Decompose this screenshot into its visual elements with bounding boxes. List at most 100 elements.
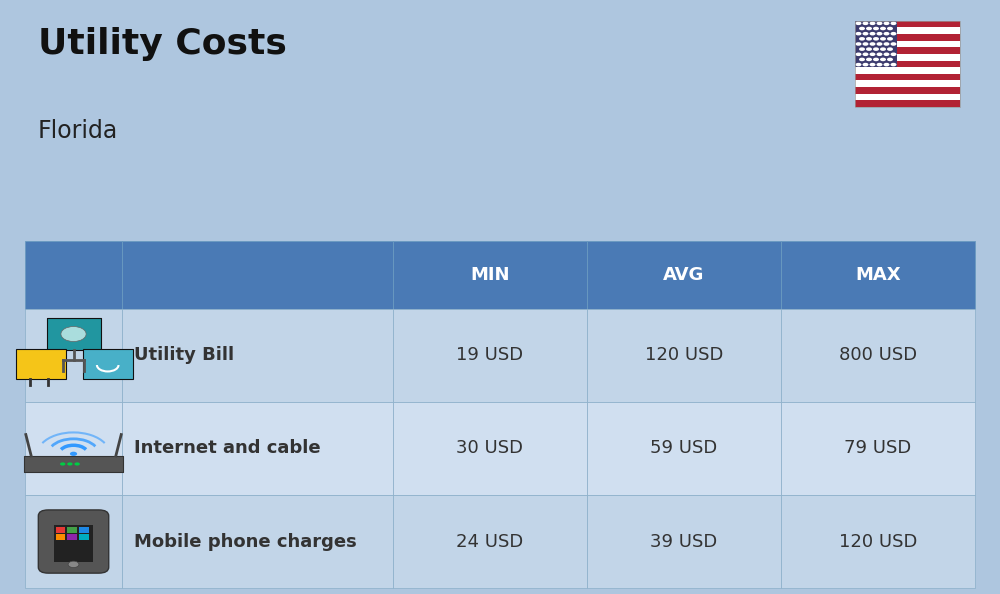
Circle shape xyxy=(70,451,77,456)
Bar xyxy=(56,533,65,539)
Circle shape xyxy=(884,63,890,67)
Circle shape xyxy=(873,58,879,61)
Circle shape xyxy=(880,27,886,30)
Bar xyxy=(83,349,133,379)
Circle shape xyxy=(859,37,865,40)
Circle shape xyxy=(855,63,861,67)
Text: MIN: MIN xyxy=(470,266,510,284)
Circle shape xyxy=(869,63,876,67)
Circle shape xyxy=(855,21,861,25)
Bar xyxy=(781,402,975,495)
Circle shape xyxy=(891,63,896,67)
Circle shape xyxy=(876,63,883,67)
Bar xyxy=(56,527,65,533)
Circle shape xyxy=(880,48,886,51)
Circle shape xyxy=(884,21,890,25)
Circle shape xyxy=(859,27,865,30)
Circle shape xyxy=(866,48,872,51)
Circle shape xyxy=(869,42,876,46)
Bar xyxy=(855,87,960,94)
Bar xyxy=(855,21,897,67)
Circle shape xyxy=(891,52,896,56)
Circle shape xyxy=(855,42,861,46)
Circle shape xyxy=(891,42,896,46)
Circle shape xyxy=(862,52,868,56)
Circle shape xyxy=(862,42,868,46)
Text: MAX: MAX xyxy=(855,266,901,284)
Bar xyxy=(25,309,122,402)
Text: Mobile phone charges: Mobile phone charges xyxy=(134,533,357,551)
Bar xyxy=(781,309,975,402)
Bar xyxy=(855,21,960,107)
Bar xyxy=(122,309,393,402)
Text: Utility Costs: Utility Costs xyxy=(38,27,287,61)
Circle shape xyxy=(866,37,872,40)
Bar xyxy=(393,402,587,495)
Circle shape xyxy=(884,32,890,36)
Bar xyxy=(393,495,587,588)
Bar xyxy=(67,533,77,539)
Circle shape xyxy=(74,462,80,466)
Circle shape xyxy=(880,58,886,61)
Bar xyxy=(79,533,89,539)
Circle shape xyxy=(862,63,868,67)
Text: 59 USD: 59 USD xyxy=(650,440,717,457)
Bar xyxy=(587,495,781,588)
Bar xyxy=(54,525,93,562)
Bar xyxy=(587,402,781,495)
Circle shape xyxy=(67,462,73,466)
Bar xyxy=(47,318,101,350)
Bar xyxy=(122,402,393,495)
Bar xyxy=(855,34,960,40)
Circle shape xyxy=(855,32,861,36)
Bar xyxy=(855,94,960,100)
Circle shape xyxy=(887,27,893,30)
Bar xyxy=(25,402,122,495)
Circle shape xyxy=(873,37,879,40)
Bar xyxy=(67,527,77,533)
Circle shape xyxy=(891,21,896,25)
Circle shape xyxy=(891,32,896,36)
Text: 19 USD: 19 USD xyxy=(456,346,523,364)
Circle shape xyxy=(869,21,876,25)
Text: 39 USD: 39 USD xyxy=(650,533,717,551)
Text: Florida: Florida xyxy=(38,119,118,143)
Circle shape xyxy=(887,48,893,51)
Bar xyxy=(393,309,587,402)
Circle shape xyxy=(869,52,876,56)
Text: 79 USD: 79 USD xyxy=(844,440,912,457)
Circle shape xyxy=(68,561,79,568)
Circle shape xyxy=(862,21,868,25)
Text: Internet and cable: Internet and cable xyxy=(134,440,321,457)
Circle shape xyxy=(887,37,893,40)
Text: AVG: AVG xyxy=(663,266,705,284)
Circle shape xyxy=(61,327,86,342)
Bar xyxy=(855,21,960,27)
Bar xyxy=(855,48,960,54)
Bar xyxy=(855,40,960,48)
Circle shape xyxy=(855,52,861,56)
Text: 120 USD: 120 USD xyxy=(645,346,723,364)
Bar xyxy=(122,495,393,588)
Bar xyxy=(587,241,781,309)
Bar xyxy=(855,61,960,67)
Circle shape xyxy=(876,32,883,36)
Bar xyxy=(855,54,960,61)
FancyBboxPatch shape xyxy=(38,510,109,573)
Circle shape xyxy=(884,52,890,56)
Text: 30 USD: 30 USD xyxy=(456,440,523,457)
Bar xyxy=(855,67,960,74)
Circle shape xyxy=(866,27,872,30)
Circle shape xyxy=(876,21,883,25)
Bar xyxy=(122,241,393,309)
Circle shape xyxy=(859,48,865,51)
Text: 24 USD: 24 USD xyxy=(456,533,523,551)
Circle shape xyxy=(880,37,886,40)
Circle shape xyxy=(869,32,876,36)
Bar xyxy=(25,495,122,588)
Text: 120 USD: 120 USD xyxy=(839,533,917,551)
Bar xyxy=(855,80,960,87)
Bar xyxy=(855,27,960,34)
Circle shape xyxy=(873,48,879,51)
Bar xyxy=(587,309,781,402)
